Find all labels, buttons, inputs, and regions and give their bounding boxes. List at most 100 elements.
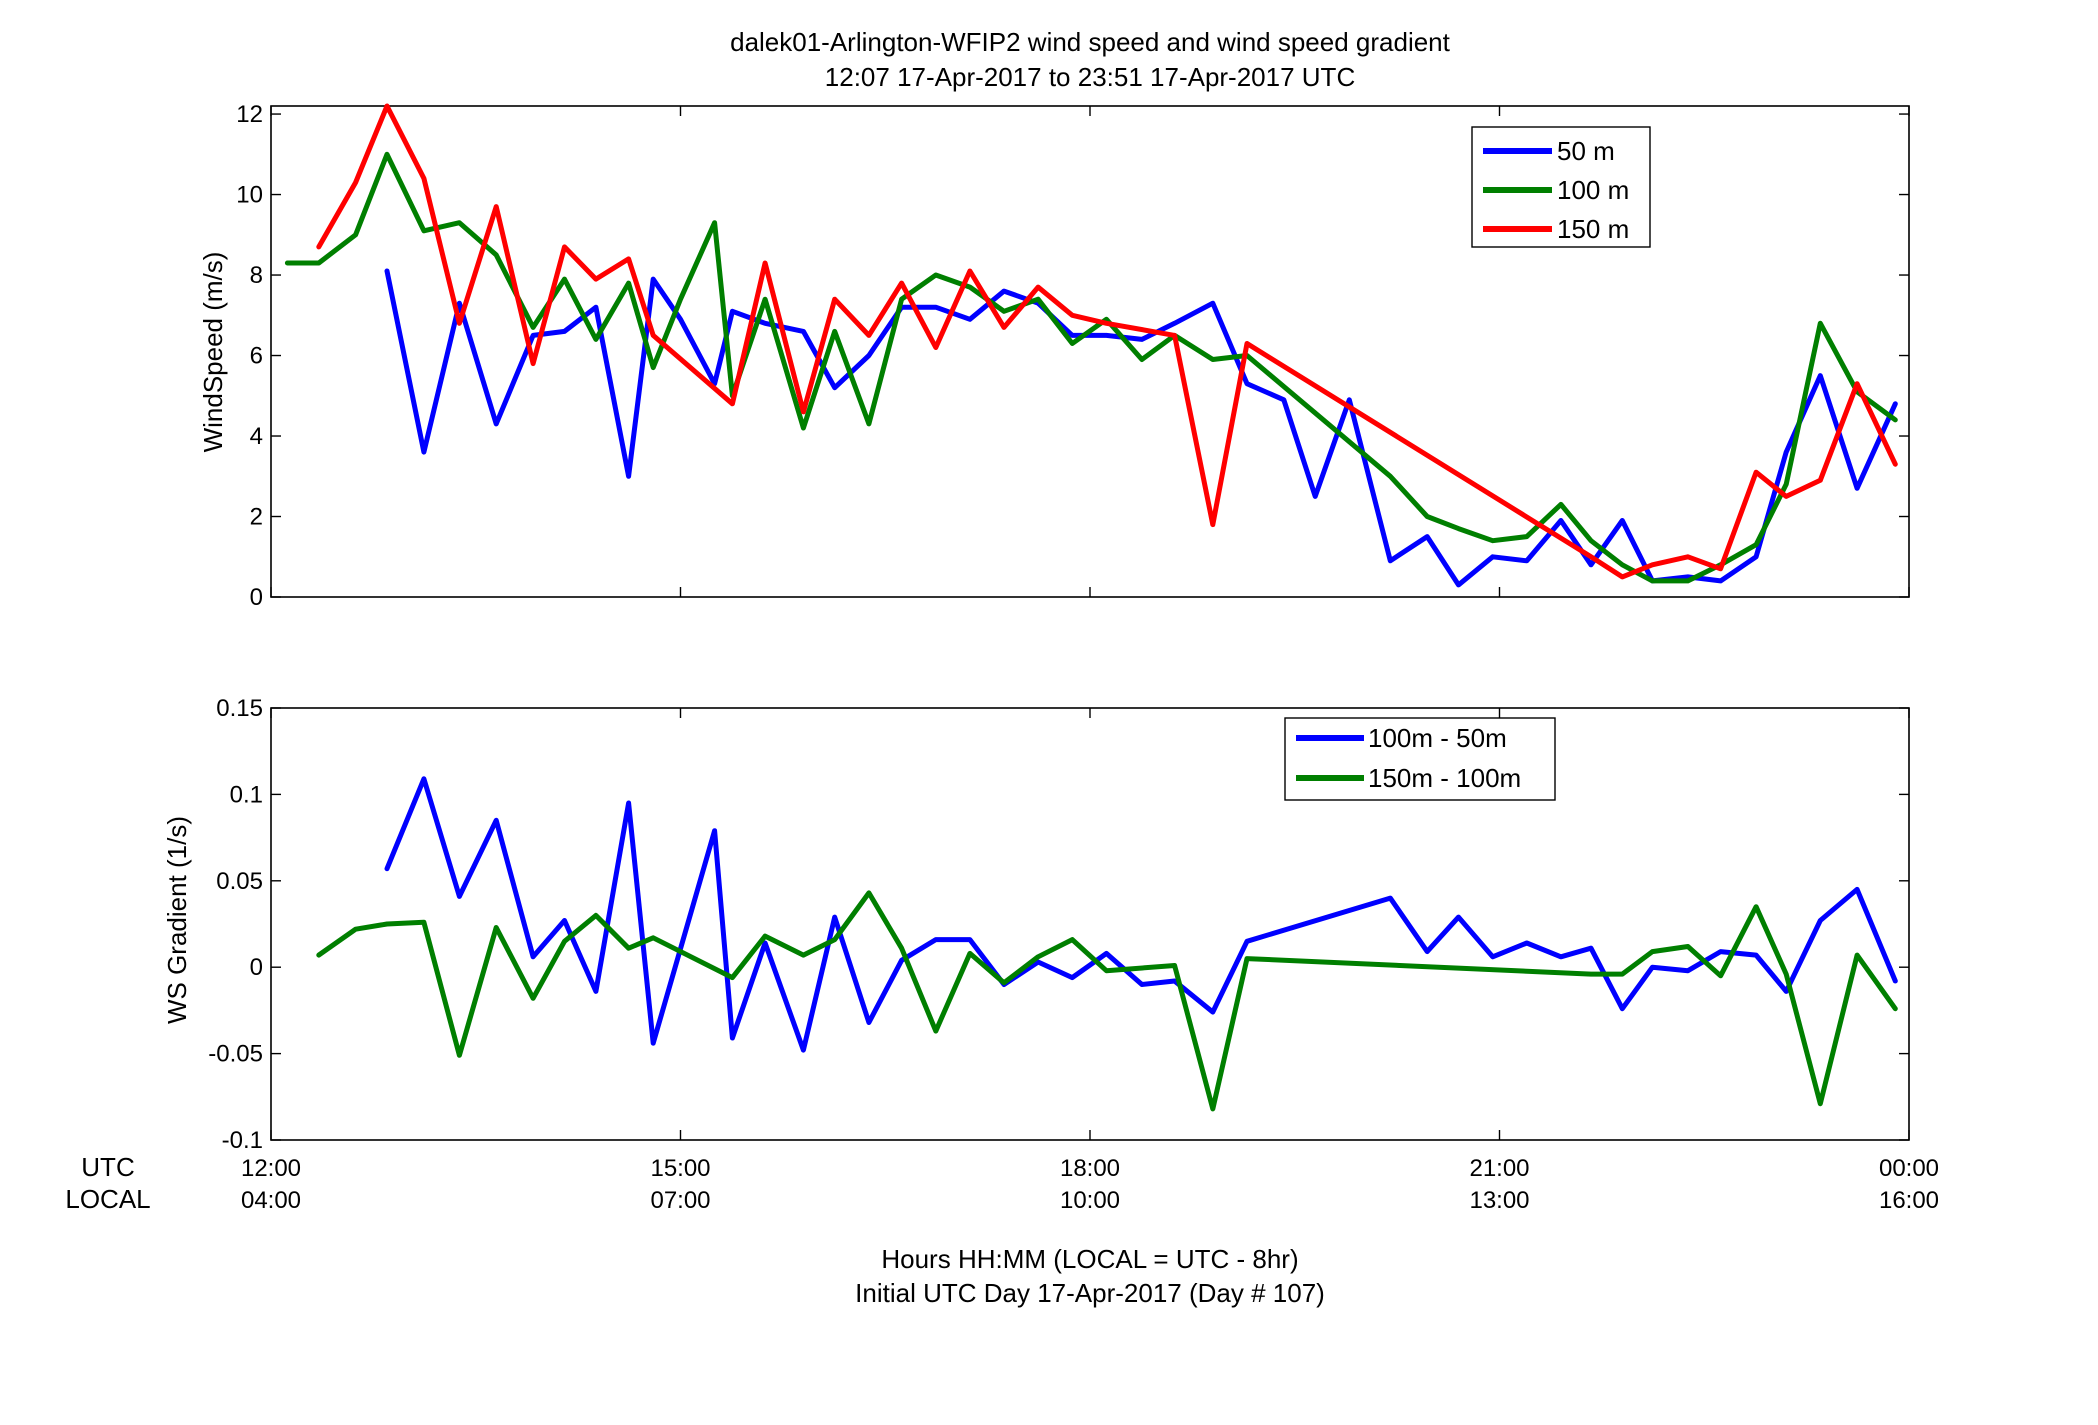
data-point-50-m [1388, 559, 1392, 563]
data-point-150m-100m [763, 934, 767, 938]
data-point-50-m [867, 354, 871, 357]
data-point-150-m [651, 333, 655, 337]
windspeed-y-axis-label: WindSpeed (m/s) [198, 252, 228, 453]
utc-row-label: UTC [81, 1152, 134, 1182]
data-point-100-m [833, 329, 837, 333]
data-point-100-m [1388, 474, 1392, 478]
data-point-100-m [317, 261, 321, 265]
local-row-label: LOCAL [65, 1184, 150, 1214]
data-point-50-m [651, 277, 655, 281]
data-point-50-m [1686, 575, 1690, 579]
data-point-50-m [594, 305, 598, 309]
data-point-50-m [1620, 519, 1624, 522]
x-tick-label-local: 16:00 [1879, 1187, 1939, 1214]
data-point-100-m [422, 229, 426, 233]
data-point-150m-100m [563, 939, 566, 943]
windspeed-y-tick-label: 4 [250, 423, 263, 450]
data-point-150m-100m [1686, 945, 1690, 948]
data-point-100m-50m [1589, 946, 1593, 950]
data-point-100-m [1104, 317, 1108, 321]
data-point-100-m [867, 422, 871, 426]
data-point-50-m [1104, 333, 1108, 337]
data-point-100m-50m [1686, 969, 1690, 973]
data-point-150-m [1893, 462, 1897, 466]
data-point-100-m [1211, 358, 1215, 361]
gradient-y-tick-label: -0.1 [222, 1127, 263, 1154]
data-point-50-m [713, 382, 717, 386]
data-point-150-m [317, 245, 321, 249]
data-point-100m-50m [934, 938, 938, 942]
data-point-50-m [934, 305, 938, 309]
data-point-100m-50m [1855, 887, 1859, 891]
data-point-50-m [763, 321, 767, 325]
data-point-100m-50m [1036, 960, 1040, 964]
data-point-100m-50m [531, 955, 535, 959]
data-point-100m-50m [1140, 983, 1144, 986]
data-point-150m-100m [531, 996, 535, 1000]
legend-label-50m: 50 m [1557, 136, 1615, 166]
data-point-100-m [801, 426, 805, 430]
data-point-50-m [531, 333, 535, 337]
windspeed-y-tick-label: 12 [236, 101, 263, 128]
gradient-plot-frame [270, 707, 1910, 1141]
chart-subtitle: 12:07 17-Apr-2017 to 23:51 17-Apr-2017 U… [825, 62, 1355, 92]
data-point-100-m [385, 152, 389, 156]
data-point-50-m [833, 386, 837, 390]
x-tick-label-local: 10:00 [1060, 1187, 1120, 1214]
windspeed-y-tick-label: 0 [250, 584, 263, 611]
data-point-100m-50m [422, 777, 426, 781]
data-point-150m-100m [651, 936, 655, 940]
data-point-150-m [1589, 555, 1593, 559]
data-point-100m-50m [1211, 1010, 1215, 1014]
gradient-legend: 100m - 50m 150m - 100m [1284, 717, 1556, 801]
legend-label-100m-50m: 100m - 50m [1368, 723, 1507, 753]
data-point-150-m [1719, 567, 1723, 571]
data-point-150-m [422, 176, 426, 180]
data-point-150-m [1104, 321, 1108, 325]
data-point-100-m [285, 261, 289, 265]
data-point-150m-100m [1070, 938, 1074, 942]
data-point-150-m [1686, 555, 1690, 559]
data-point-150m-100m [422, 920, 426, 924]
x-tick-label-utc: 18:00 [1060, 1155, 1120, 1182]
windspeed-series-lines [284, 103, 1898, 588]
data-point-100m-50m [385, 867, 389, 871]
data-point-100m-50m [763, 941, 767, 945]
series-line-100m-50m [384, 776, 1898, 1053]
windspeed-y-tick-label: 8 [250, 262, 263, 289]
gradient-panel: -0.1 -0.05 0 0.05 0.1 0.15 12:00 04:00 15:00 07:… [65, 695, 1939, 1308]
data-point-150-m [801, 410, 805, 414]
data-point-100m-50m [1559, 955, 1563, 959]
data-point-150m-100m [1818, 1102, 1822, 1106]
data-point-150-m [833, 297, 837, 301]
gradient-y-axis-label: WS Gradient (1/s) [162, 816, 192, 1024]
data-point-100m-50m [1620, 1007, 1624, 1011]
data-point-100-m [1425, 515, 1429, 518]
data-point-100-m [1036, 297, 1040, 301]
data-point-100m-50m [730, 1036, 734, 1040]
data-point-150m-100m [801, 953, 805, 957]
data-point-100-m [1754, 543, 1758, 547]
gradient-y-tick-label: 0 [250, 954, 263, 981]
data-point-50-m [730, 309, 734, 313]
data-point-150-m [385, 104, 389, 108]
data-point-100m-50m [1818, 919, 1822, 922]
data-point-50-m [1893, 402, 1897, 406]
data-point-100m-50m [457, 894, 461, 898]
data-point-50-m [1719, 579, 1723, 583]
data-point-150-m [1620, 575, 1624, 579]
data-point-100m-50m [563, 919, 566, 922]
data-point-150-m [1855, 382, 1859, 386]
data-point-50-m [1140, 337, 1144, 341]
data-point-150m-100m [385, 922, 389, 926]
data-point-100-m [934, 273, 938, 277]
data-point-50-m [385, 269, 389, 273]
data-point-100-m [563, 277, 566, 281]
data-point-100-m [494, 253, 498, 257]
gradient-series-lines [316, 776, 1898, 1112]
data-point-100m-50m [1388, 896, 1392, 900]
data-point-100-m [1002, 309, 1006, 313]
windspeed-panel: 0 2 4 6 8 10 12 WindSpeed (m/s) 50 m 100 m 150… [198, 101, 1910, 611]
gradient-y-tick-label: 0.05 [216, 868, 263, 895]
